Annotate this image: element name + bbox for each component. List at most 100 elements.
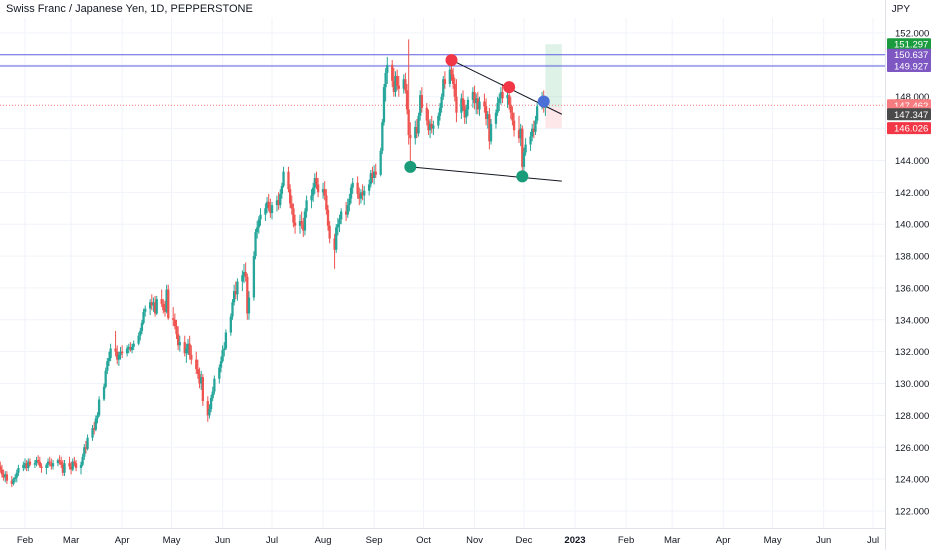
candle-body [534, 120, 537, 132]
candle-body [167, 289, 170, 319]
pivot-marker [516, 170, 529, 183]
candle-body [35, 460, 38, 464]
x-tick-label: Aug [315, 535, 332, 546]
y-tick-label: 148.000 [895, 92, 929, 103]
candle-body [56, 460, 60, 464]
candle-body [529, 136, 532, 145]
x-tick-label: Jul [867, 535, 879, 546]
candle-body [443, 79, 447, 84]
candle-body [0, 469, 4, 475]
candle-body [340, 211, 343, 220]
candle-body [132, 343, 135, 347]
candle-body [37, 460, 40, 462]
candle-body [371, 173, 374, 178]
candle-body [107, 358, 111, 362]
candle-body [183, 342, 186, 354]
candle-body [524, 144, 527, 153]
candle-body [328, 225, 331, 239]
candle-body [471, 91, 475, 100]
candle-body [292, 208, 295, 223]
candle-body [234, 291, 237, 295]
candle-body [312, 187, 315, 196]
candle-body [335, 227, 338, 250]
candle-body [326, 209, 330, 226]
price-badge-label: 151.297 [894, 40, 928, 51]
candle-body [252, 256, 256, 298]
candle-body [83, 447, 86, 457]
candle-body [522, 152, 526, 167]
candle-body [247, 297, 251, 314]
candle-body [94, 418, 97, 430]
candle-body [425, 107, 428, 121]
candle-body [379, 150, 382, 175]
candle-body [501, 91, 504, 99]
candle-body [33, 463, 37, 465]
candle-body [372, 171, 376, 178]
candle-body [209, 397, 213, 410]
candle-body [461, 98, 465, 107]
candle-body [298, 221, 302, 226]
candle-body [512, 120, 516, 131]
candle-body [242, 272, 246, 276]
candle-body [404, 79, 407, 91]
candle-body [363, 190, 366, 196]
candle-body [259, 214, 262, 220]
candle-body [517, 130, 521, 139]
candle-body [229, 316, 232, 333]
candle-body [129, 346, 132, 351]
candle-body [93, 428, 96, 430]
candle-body [270, 205, 274, 214]
currency-label: JPY [891, 4, 910, 15]
position-profit-zone [545, 44, 562, 108]
y-tick-label: 142.000 [895, 188, 929, 199]
candle-body [46, 461, 50, 465]
candle-body [397, 85, 400, 89]
candle-body [407, 109, 410, 135]
candle-body [374, 171, 377, 175]
candle-body [336, 224, 340, 228]
candle-body [466, 99, 470, 110]
candle-body [535, 106, 539, 121]
candle-body [61, 464, 65, 473]
candle-body [244, 272, 247, 277]
candle-body [275, 200, 279, 206]
candle-body [369, 173, 372, 185]
candle-body [142, 311, 145, 323]
pivot-marker [404, 160, 417, 173]
candle-body [402, 79, 405, 89]
candle-body [173, 319, 177, 327]
candle-body [188, 343, 191, 355]
candle-body [25, 463, 28, 468]
candle-body [473, 91, 476, 104]
candle-body [488, 114, 491, 142]
candle-body [475, 98, 478, 104]
candle-body [45, 464, 48, 468]
candle-body [38, 461, 41, 467]
candle-body [392, 80, 396, 92]
candle-body [140, 322, 144, 331]
x-tick-label: Feb [17, 535, 33, 546]
candle-body [349, 187, 353, 199]
candle-body [119, 351, 122, 355]
candle-body [165, 289, 168, 312]
x-tick-label: Jun [215, 535, 230, 546]
candle-body [282, 171, 285, 186]
candle-body [71, 461, 74, 470]
candle-body [359, 192, 363, 199]
candle-body [409, 134, 412, 139]
candle-body [302, 224, 305, 231]
candle-body [130, 346, 134, 351]
candle-body [17, 467, 20, 473]
candle-body [382, 87, 386, 123]
candle-body [0, 466, 2, 470]
y-tick-label: 126.000 [895, 443, 929, 454]
y-tick-label: 132.000 [895, 347, 929, 358]
candle-body [521, 128, 524, 167]
candle-body [117, 354, 121, 360]
y-tick-label: 130.000 [895, 379, 929, 390]
candle-body [196, 369, 200, 374]
candle-body [356, 182, 359, 194]
x-tick-label: Mar [63, 535, 79, 546]
